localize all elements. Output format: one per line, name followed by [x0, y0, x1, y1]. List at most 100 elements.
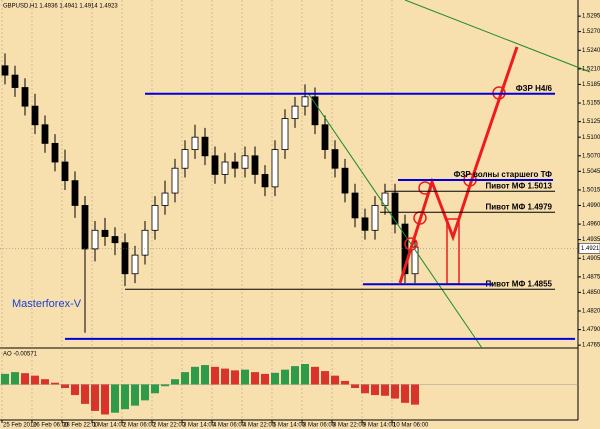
chart-title: GBPUSD,H1 1.4936 1.4941 1.4914 1.4923: [3, 4, 118, 10]
ao-bar: [71, 384, 79, 396]
candle-body: [391, 192, 399, 225]
ao-bar: [271, 372, 279, 385]
y-tick-label: 1.5100: [582, 135, 600, 141]
level-label: ФЗР H4/6: [516, 84, 553, 93]
y-tick-label: 1.5270: [582, 29, 600, 35]
candle-body: [31, 105, 39, 126]
candle-body: [291, 105, 299, 119]
ao-bar: [31, 375, 39, 385]
ao-bar: [381, 384, 389, 396]
candle-body: [191, 136, 199, 151]
ao-bar: [331, 375, 339, 385]
x-tick-label: 10 Mar 06:00: [393, 423, 429, 429]
ao-bar: [401, 384, 409, 403]
x-tick-label: 4 Mar 06:00: [213, 423, 246, 429]
ao-bar: [201, 365, 209, 385]
x-tick-label: 26 Feb 06:00: [33, 423, 69, 429]
x-tick-label: 5 Mar 14:00: [273, 423, 306, 429]
candle-body: [101, 229, 109, 237]
ao-bar: [211, 366, 219, 385]
y-tick-label: 1.4820: [582, 309, 600, 315]
ao-bar: [111, 384, 119, 413]
candles: [1, 53, 419, 333]
y-tick-label: 1.4790: [582, 327, 600, 333]
candle-body: [341, 167, 349, 194]
ao-bar: [61, 384, 69, 388]
level-label: ФЗР волны старшего ТФ: [454, 170, 553, 179]
x-tick-label: 9 Mar 14:00: [363, 423, 396, 429]
ao-label: AO -0.00571: [3, 352, 38, 358]
ao-bar: [41, 379, 49, 385]
ao-bar: [321, 371, 329, 385]
ao-bar: [131, 384, 139, 406]
candle-body: [281, 118, 289, 151]
ao-bar: [191, 366, 199, 385]
current-price-label: 1.4921: [581, 246, 600, 252]
ao-bar: [141, 384, 149, 401]
ao-bar: [341, 380, 349, 385]
candle-body: [271, 149, 279, 188]
candle-body: [121, 242, 129, 275]
ao-bar: [411, 384, 419, 405]
ao-bar: [91, 384, 99, 411]
y-tick-label: 1.4905: [582, 256, 600, 262]
ao-bar: [361, 384, 369, 394]
y-tick-label: 1.4935: [582, 237, 600, 243]
level-label: Пивот МФ 1.5013: [486, 181, 553, 190]
candle-body: [21, 87, 29, 107]
x-tick-label: 8 Mar 06:00: [303, 423, 336, 429]
ao-bar: [291, 366, 299, 385]
candle-body: [301, 96, 309, 107]
level-label: Пивот МФ 1.4855: [486, 279, 553, 288]
x-tick-label: 8 Mar 22:00: [333, 423, 366, 429]
y-tick-label: 1.5045: [582, 169, 600, 175]
ao-bar: [101, 384, 109, 415]
y-tick-label: 1.4990: [582, 203, 600, 209]
candle-body: [161, 192, 169, 206]
candle-body: [131, 254, 139, 275]
ao-bar: [21, 373, 29, 385]
candle-body: [201, 136, 209, 157]
y-tick-label: 1.5185: [582, 82, 600, 88]
ao-bar: [161, 384, 169, 387]
x-tick-label: 3 Mar 14:00: [183, 423, 216, 429]
ao-bar: [391, 384, 399, 399]
y-tick-label: 1.4850: [582, 290, 600, 296]
candle-body: [1, 65, 9, 76]
grid: [1, 0, 393, 420]
y-tick-label: 1.5240: [582, 48, 600, 54]
y-tick-label: 1.5210: [582, 66, 600, 72]
forecast-zigzag: [398, 46, 519, 284]
candle-body: [81, 205, 89, 250]
x-tick-label: 2 Mar 06:00: [123, 423, 156, 429]
candle-body: [361, 217, 369, 231]
ao-bar: [281, 369, 289, 385]
y-tick-label: 1.4960: [582, 222, 600, 228]
trend-line: [404, 0, 591, 73]
candle-body: [181, 149, 189, 169]
candle-body: [41, 124, 49, 144]
candle-body: [151, 205, 159, 231]
ao-bar: [231, 370, 239, 385]
ao-bar: [81, 384, 89, 404]
ao-bar: [351, 384, 359, 388]
candle-body: [231, 161, 239, 169]
ao-bar: [171, 379, 179, 385]
candle-body: [141, 229, 149, 256]
candle-body: [71, 180, 79, 206]
candle-body: [61, 161, 69, 182]
x-tick-label: 1 Mar 14:00: [93, 423, 126, 429]
candle-body: [261, 174, 269, 188]
x-tick-label: 2 Mar 22:00: [153, 423, 186, 429]
current-price-box: [578, 243, 600, 254]
y-tick-label: 1.5070: [582, 153, 600, 159]
y-tick-label: 1.5295: [582, 14, 600, 20]
target-circle: [404, 237, 418, 251]
target-circle: [418, 181, 432, 195]
level-label: Пивот МФ 1.4979: [486, 202, 553, 211]
ao-bar: [11, 372, 19, 385]
ao-bar: [181, 372, 189, 385]
y-tick-label: 1.5125: [582, 119, 600, 125]
candle-body: [111, 236, 119, 244]
